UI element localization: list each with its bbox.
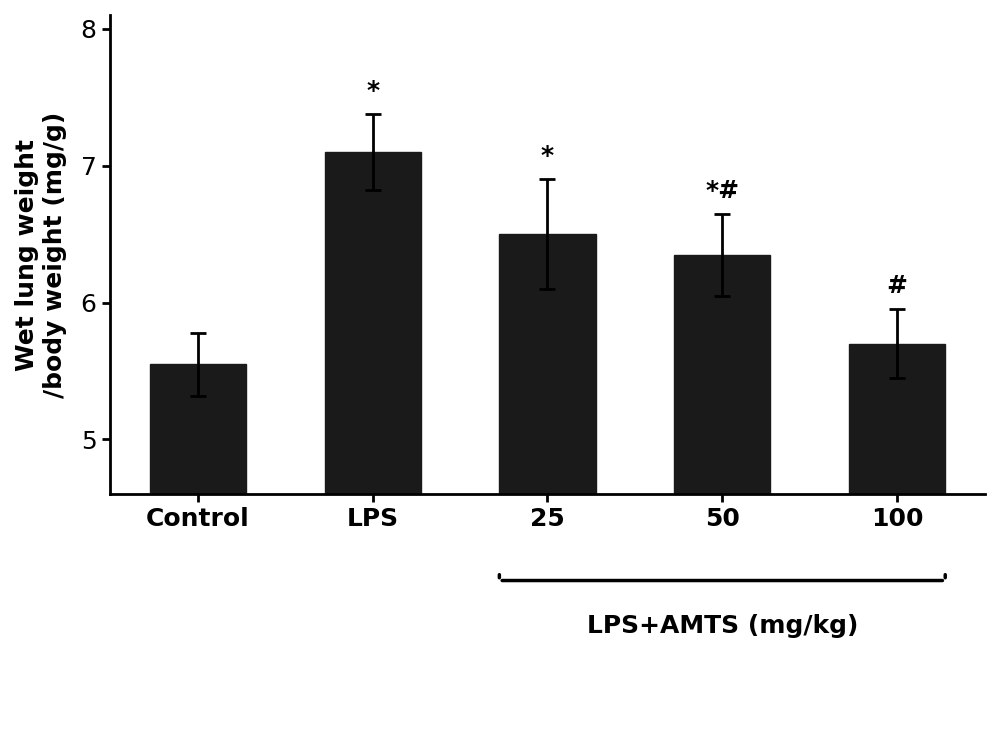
Bar: [674, 254, 770, 733]
Text: *: *: [541, 144, 554, 169]
Bar: [849, 344, 945, 733]
Text: #: #: [887, 274, 908, 298]
Text: *#: *#: [705, 179, 739, 202]
Text: *: *: [366, 78, 379, 103]
Bar: [499, 234, 596, 733]
Text: LPS+AMTS (mg/kg): LPS+AMTS (mg/kg): [587, 614, 858, 638]
Bar: [325, 152, 421, 733]
Y-axis label: Wet lung weight
/body weight (mg/g): Wet lung weight /body weight (mg/g): [15, 111, 67, 398]
Bar: [150, 364, 246, 733]
